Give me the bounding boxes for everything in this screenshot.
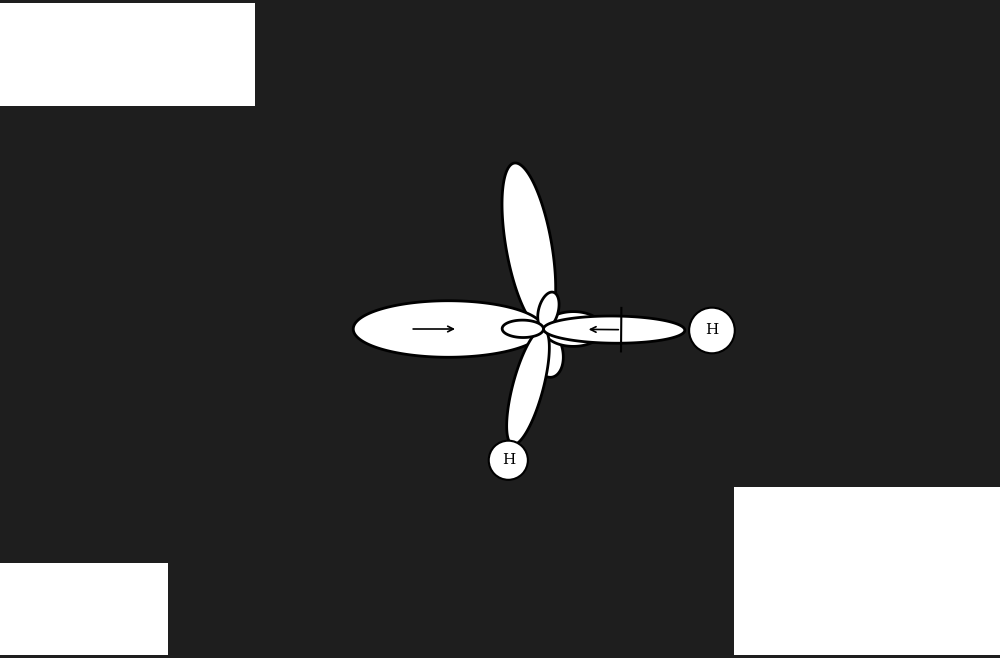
Bar (734, 571, 1000, 595)
Polygon shape (532, 329, 563, 377)
Circle shape (489, 441, 528, 480)
Bar (0, 3, 255, 106)
Polygon shape (502, 163, 556, 329)
Bar (734, 487, 1000, 655)
Polygon shape (507, 329, 549, 445)
Polygon shape (502, 320, 543, 338)
Polygon shape (538, 292, 559, 329)
Bar (734, 516, 1000, 546)
Polygon shape (543, 312, 603, 346)
Polygon shape (543, 316, 685, 343)
Text: H: H (705, 324, 719, 338)
Text: H: H (502, 453, 515, 467)
Bar (0, 563, 168, 655)
Polygon shape (353, 301, 543, 357)
Circle shape (689, 308, 735, 353)
